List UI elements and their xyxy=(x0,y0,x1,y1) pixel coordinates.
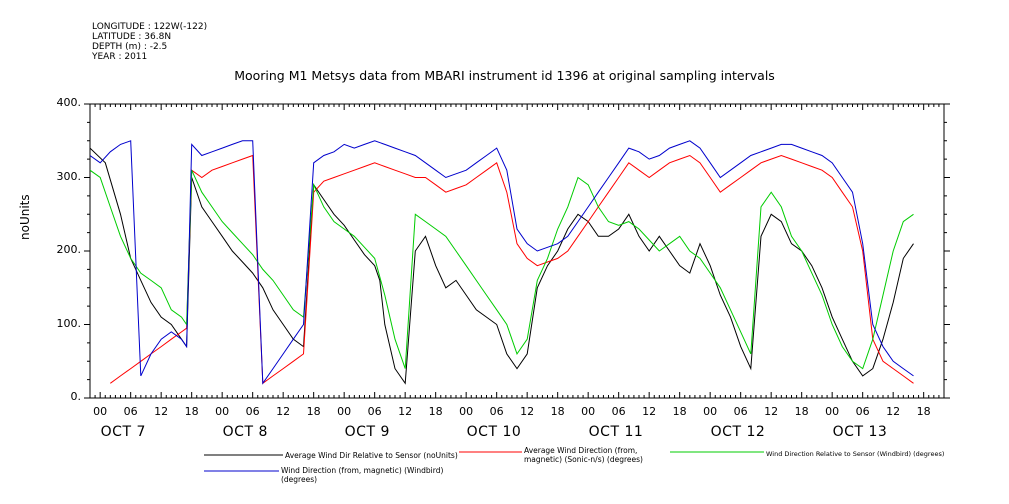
day-label: OCT 9 xyxy=(344,424,390,440)
day-label: OCT 11 xyxy=(588,424,644,440)
x-tick-label: 12 xyxy=(520,405,535,418)
latitude-text: LATITUDE : 36.8N xyxy=(92,32,172,42)
series-line-1 xyxy=(110,154,914,385)
metadata-block: LONGITUDE : 122W(-122) LATITUDE : 36.8N … xyxy=(92,22,207,62)
y-tick-label: 400. xyxy=(56,96,82,109)
x-tick-label: 18 xyxy=(794,405,809,418)
x-tick-label: 12 xyxy=(276,405,291,418)
legend-label-blue: Wind Direction (from, magnetic) (Windbir… xyxy=(281,466,444,484)
series-line-2 xyxy=(90,169,914,370)
y-tick-label: 300. xyxy=(56,169,82,183)
x-tick-label: 12 xyxy=(154,405,169,418)
x-tick-label: 00 xyxy=(703,405,718,418)
x-tick-label: 00 xyxy=(825,405,840,418)
y-tick-label: 200. xyxy=(56,243,82,256)
day-label: OCT 13 xyxy=(832,424,888,440)
x-tick-label: 06 xyxy=(855,405,870,418)
x-tick-label: 12 xyxy=(764,405,779,418)
x-tick-label: 12 xyxy=(398,405,413,418)
x-tick-label: 06 xyxy=(611,405,626,418)
y-tick-label: 100. xyxy=(56,316,82,330)
y-tick-label: 0. xyxy=(70,390,82,403)
x-tick-label: 00 xyxy=(93,405,108,418)
x-tick-label: 18 xyxy=(916,405,931,418)
x-tick-label: 18 xyxy=(306,405,321,418)
series-line-0 xyxy=(90,147,914,385)
year-text: YEAR : 2011 xyxy=(92,52,148,62)
x-tick-label: 06 xyxy=(733,405,748,418)
day-label: OCT 10 xyxy=(466,424,522,440)
legend-label-green: Wind Direction Relative to Sensor (Windb… xyxy=(766,450,945,458)
x-tick-label: 12 xyxy=(642,405,657,418)
series-line-3 xyxy=(90,140,914,385)
x-tick-label: 18 xyxy=(428,405,443,418)
x-tick-label: 18 xyxy=(550,405,565,418)
x-tick-label: 00 xyxy=(337,405,352,418)
x-tick-label: 00 xyxy=(459,405,474,418)
x-tick-label: 00 xyxy=(215,405,230,418)
x-tick-label: 06 xyxy=(489,405,504,418)
longitude-text: LONGITUDE : 122W(-122) xyxy=(92,22,208,32)
x-tick-label: 00 xyxy=(581,405,596,418)
x-tick-label: 06 xyxy=(367,405,382,418)
x-tick-label: 06 xyxy=(245,405,260,418)
x-tick-label: 18 xyxy=(672,405,687,418)
x-tick-label: 12 xyxy=(886,405,901,418)
day-label: OCT 12 xyxy=(710,424,766,440)
x-tick-label: 06 xyxy=(123,405,138,418)
chart-title: Mooring M1 Metsys data from MBARI instru… xyxy=(234,68,775,83)
legend-label-red: Average Wind Direction (from, magnetic) … xyxy=(524,446,643,464)
day-label: OCT 8 xyxy=(222,424,268,440)
legend-label-black: Average Wind Dir Relative to Sensor (noU… xyxy=(285,451,458,460)
depth-text: DEPTH (m) : -2.5 xyxy=(92,42,168,52)
day-label: OCT 7 xyxy=(100,424,146,440)
x-tick-label: 18 xyxy=(184,405,199,418)
